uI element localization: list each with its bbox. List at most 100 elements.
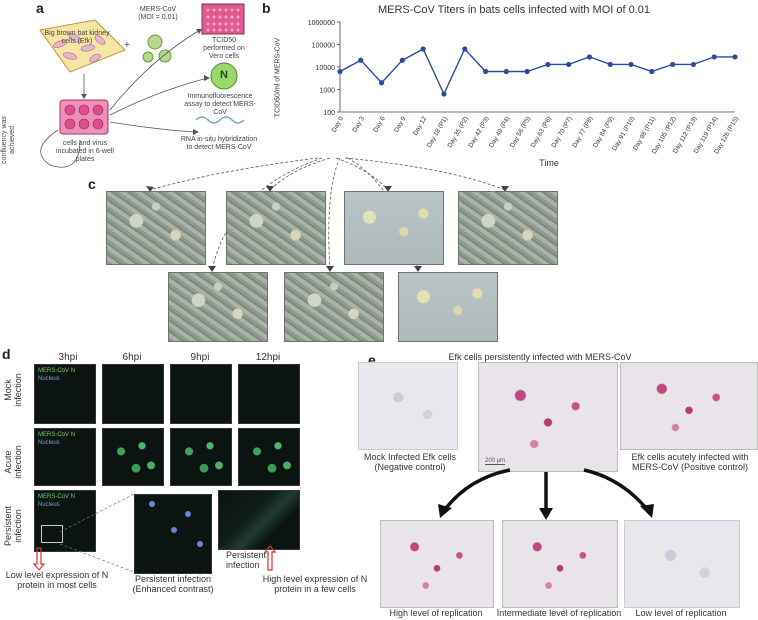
chart-title: MERS-CoV Titers in bats cells infected w…	[377, 4, 651, 16]
x-tick-label: Day 84 (P9)	[592, 116, 615, 150]
data-point	[462, 46, 468, 52]
n-protein-icon	[210, 62, 238, 90]
x-tick-label: Day 12	[412, 115, 429, 137]
tcid-label: TCID50 performed on Vero cells	[203, 37, 245, 60]
data-point	[670, 61, 676, 68]
fluor-mock-3: MERS-CoV N Nucleus	[34, 364, 96, 424]
rna-icon	[195, 116, 245, 124]
panel-a: Big brown bat kidney cells (Efk) MERS-Co…	[0, 0, 260, 180]
micrograph-c6	[284, 272, 384, 342]
y-tick-label: 1000	[319, 88, 335, 95]
ish-high	[380, 520, 494, 608]
x-tick-label: Day 70 (P7)	[550, 116, 573, 150]
cell-flask-icon	[39, 19, 126, 73]
enhanced-caption: Persistent infection (Enhanced contrast)	[132, 574, 214, 594]
x-tick-label: Day 42 (P3)	[467, 116, 490, 150]
micrograph-c1	[106, 191, 206, 265]
fluor-acute-12	[238, 428, 300, 486]
fluor-persistent-high	[218, 490, 300, 550]
panel-c	[0, 150, 758, 342]
chart-plot: 100 1000 10000 100000 1000000 Day 0 Day 3 Day 6…	[308, 20, 740, 155]
plus-sign: +	[124, 40, 130, 51]
fluor-acute-3: MERS-CoV N Nucleus	[34, 428, 96, 486]
panel-label-e: e	[368, 352, 376, 368]
x-tick-label: Day 0	[331, 115, 346, 134]
fluor-acute-6	[102, 428, 164, 486]
bat-cells-label: Big brown bat kidney cells (Efk)	[44, 30, 110, 45]
x-tick-label: Day 6	[372, 115, 387, 134]
series-line	[339, 47, 735, 96]
data-point	[586, 54, 593, 60]
data-point	[337, 68, 343, 75]
hpi-6: 6hpi	[122, 352, 142, 363]
chart-x-label: Time	[539, 158, 559, 168]
data-point	[524, 68, 530, 75]
ish-low	[624, 520, 740, 608]
data-point	[566, 61, 572, 68]
panel-e-title: Efk cells persistently infected with MER…	[448, 352, 632, 362]
fluor-enhanced	[134, 494, 212, 574]
hpi-3: 3hpi	[58, 352, 78, 363]
hpi-12: 12hpi	[255, 352, 281, 363]
data-point	[420, 46, 426, 52]
zoom-box	[41, 525, 63, 543]
panel-label-a: a	[36, 0, 44, 16]
x-tick-label: Day 35 (P2)	[447, 116, 470, 150]
acute-caption: Efk cells acutely infected with MERS-CoV…	[631, 452, 749, 472]
x-tick-label: Day 77 (P8)	[571, 116, 594, 150]
low-level-arrow-icon	[32, 547, 46, 571]
data-point	[358, 57, 364, 63]
x-tick-label: Day 49 (P4)	[488, 116, 511, 150]
micrograph-c4	[458, 191, 558, 265]
data-point	[649, 68, 655, 75]
data-point	[711, 54, 717, 60]
panel-e-arrows	[438, 468, 654, 520]
n-letter: N	[220, 69, 228, 81]
data-point	[503, 68, 509, 75]
high-level-arrow-icon	[263, 545, 277, 571]
panel-a-diagram	[39, 3, 245, 168]
y-tick-label: 100000	[312, 43, 335, 50]
plate-label: cells and virus incubated in 6-well plat…	[56, 140, 114, 163]
intermediate-caption: Intermediate level of replication	[496, 608, 622, 618]
fluor-acute-9	[170, 428, 232, 486]
micrograph-c7	[398, 272, 498, 342]
panel-d: 3hpi 6hpi 9hpi 12hpi Mock infection Acut…	[0, 348, 370, 620]
virus-icon	[142, 34, 172, 63]
fluor-mock-12	[238, 364, 300, 424]
data-point	[545, 61, 551, 68]
data-point	[441, 91, 447, 97]
x-tick-label: Day 18 (P1)	[426, 116, 449, 150]
x-tick-label: Day 9	[393, 115, 408, 134]
high-caption: High level of replication	[389, 608, 483, 618]
ish-mock	[358, 362, 458, 450]
hpi-9: 9hpi	[190, 352, 210, 363]
data-point	[628, 61, 634, 68]
low-expr-caption: Low level expression of N protein in mos…	[5, 570, 109, 590]
rna-label: RNA in-situ hybridization to detect MERS…	[180, 136, 258, 151]
virus-label: MERS-CoV (MOI = 0.01)	[138, 6, 178, 21]
x-tick-label: Day 63 (P6)	[530, 116, 553, 150]
persistent-caption: Persistent infection	[226, 550, 267, 570]
panel-label-b: b	[262, 0, 271, 16]
micrograph-c2	[226, 191, 326, 265]
fluor-mock-6	[102, 364, 164, 424]
ish-intermediate	[502, 520, 618, 608]
data-point	[378, 80, 385, 86]
data-point	[399, 57, 405, 63]
data-point	[690, 61, 697, 68]
mock-caption: Mock Infected Efk cells (Negative contro…	[363, 452, 457, 472]
ifa-label: Immunofluorescence assay to detect MERS-…	[184, 93, 256, 116]
ish-acute	[620, 362, 758, 450]
chart-b-container: MERS-CoV Titers in bats cells infected w…	[270, 0, 758, 176]
data-point	[607, 61, 613, 68]
panel-label-d: d	[2, 346, 11, 362]
panel-label-c: c	[88, 176, 96, 192]
y-tick-label: 100	[323, 110, 335, 117]
ish-persistent: 200 μm	[478, 362, 618, 472]
panel-e: Efk cells persistently infected with MER…	[358, 348, 758, 620]
fluor-persistent: MERS-CoV N Nucleus	[34, 490, 96, 552]
data-point	[482, 68, 489, 75]
low-caption: Low level of replication	[635, 608, 727, 618]
micrograph-c3	[344, 191, 444, 265]
